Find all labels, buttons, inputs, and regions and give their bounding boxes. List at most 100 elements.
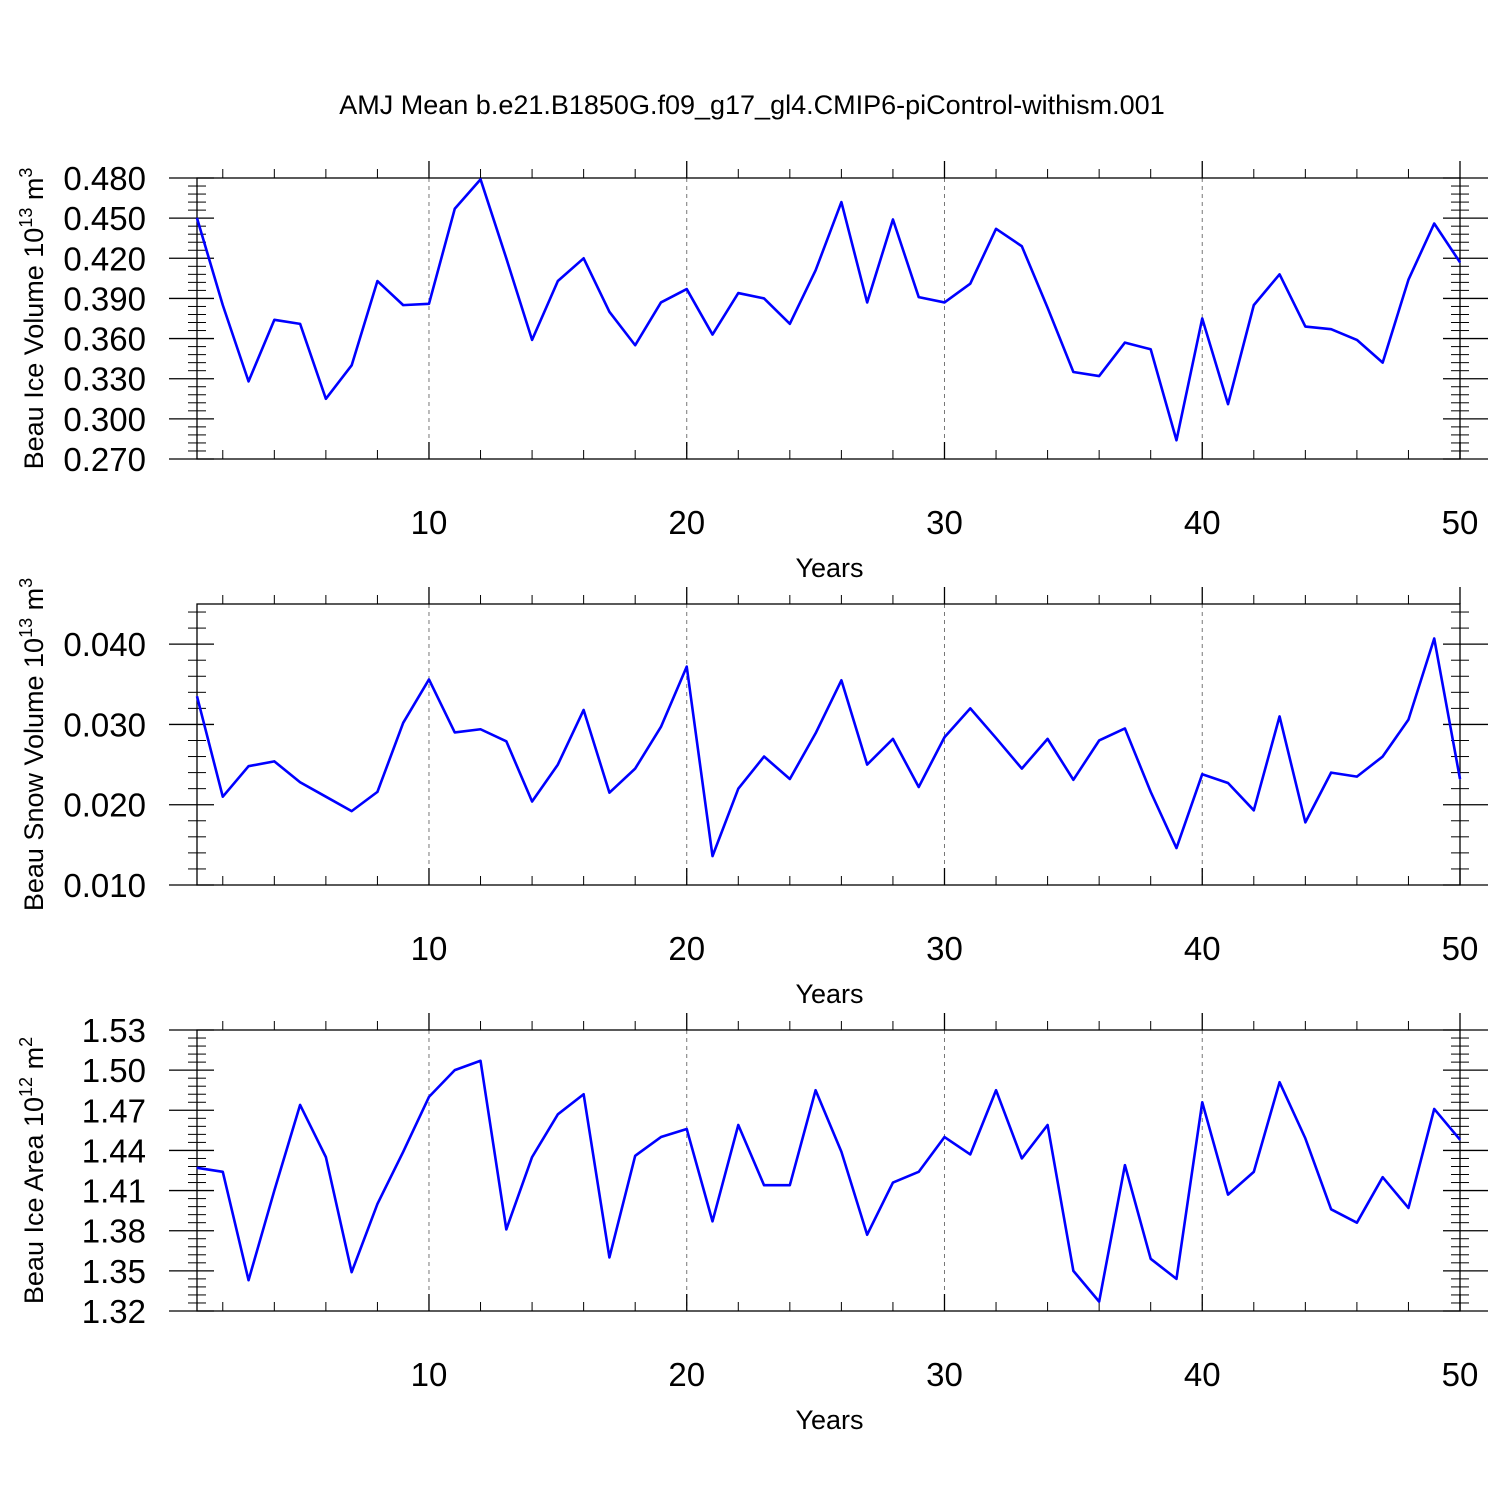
x-tick-label: 30 — [926, 1356, 963, 1393]
data-point — [531, 800, 533, 803]
x-tick-label: 20 — [668, 1356, 705, 1393]
data-point — [1201, 773, 1203, 775]
data-point — [505, 740, 507, 742]
data-point — [1046, 307, 1049, 309]
data-point — [1278, 1081, 1281, 1083]
data-point — [402, 1151, 404, 1153]
y-tick-label: 0.330 — [63, 361, 146, 398]
data-point — [943, 1136, 946, 1138]
data-point — [943, 301, 946, 304]
y-tick-label: 1.44 — [82, 1132, 146, 1169]
data-point — [479, 178, 482, 180]
y-tick-label: 1.35 — [82, 1253, 146, 1290]
series-line — [196, 1059, 1461, 1303]
data-point — [531, 1156, 533, 1158]
data-point — [918, 1171, 920, 1173]
data-point — [1150, 791, 1152, 793]
y-axis-label: Beau Ice Area 1012 m2 — [16, 1037, 49, 1304]
data-point — [247, 380, 250, 382]
x-tick-label: 10 — [411, 1356, 448, 1393]
y-tick-label: 1.38 — [82, 1213, 146, 1250]
y-tick-label: 0.480 — [63, 160, 146, 197]
data-point — [454, 208, 456, 210]
data-point — [1382, 362, 1384, 364]
data-point — [1175, 1278, 1178, 1280]
x-tick-label: 50 — [1442, 504, 1479, 541]
data-point — [1124, 1164, 1126, 1166]
data-point — [969, 283, 971, 285]
data-point — [763, 755, 765, 758]
data-point — [299, 1104, 301, 1106]
y-tick-label: 0.040 — [63, 626, 146, 663]
data-point — [247, 1279, 250, 1281]
data-point — [1227, 782, 1229, 784]
chart-panel-3: 10 20 30 40 50 1.321.351.381.41 1.441.471.501.… — [16, 1012, 1488, 1435]
data-point — [1330, 328, 1332, 330]
y-tick-label: 0.300 — [63, 401, 146, 438]
y-tick-label: 1.32 — [82, 1293, 146, 1330]
data-point — [196, 695, 198, 697]
data-point — [325, 1156, 327, 1158]
data-point — [1072, 779, 1074, 781]
data-point — [583, 1093, 585, 1095]
data-point — [1124, 341, 1126, 344]
data-point — [1459, 778, 1461, 780]
data-point — [325, 398, 327, 400]
data-point — [1046, 738, 1049, 740]
chart-panel-2: 10 20 30 40 50 0.010 0.020 0.030 0.040 Years Beau … — [16, 578, 1488, 1009]
x-tick-label: 30 — [926, 504, 963, 541]
chart-title: AMJ Mean b.e21.B1850G.f09_g17_gl4.CMIP6-… — [339, 90, 1164, 120]
x-tick-label: 40 — [1184, 504, 1221, 541]
data-point — [943, 736, 946, 738]
y-tick-label: 1.47 — [82, 1092, 146, 1129]
data-point — [531, 339, 533, 341]
y-tick-label: 0.270 — [63, 441, 146, 478]
data-point — [299, 781, 301, 783]
data-point — [840, 1151, 842, 1153]
plot-frame — [196, 1029, 1461, 1312]
x-tick-label: 20 — [668, 504, 705, 541]
data-point — [1304, 325, 1306, 328]
data-point — [1304, 1137, 1306, 1139]
y-tick-label: 0.030 — [63, 706, 146, 743]
data-point — [660, 301, 662, 304]
x-tick-label: 30 — [926, 930, 963, 967]
data-point — [376, 1203, 379, 1205]
data-point — [995, 1089, 997, 1091]
y-tick-label: 0.390 — [63, 280, 146, 317]
data-point — [454, 731, 456, 734]
data-point — [763, 1184, 765, 1186]
data-point — [299, 323, 301, 325]
data-point — [737, 1124, 739, 1126]
x-tick-label: 10 — [411, 930, 448, 967]
data-point — [479, 728, 482, 730]
data-point — [789, 778, 791, 780]
data-point — [1304, 821, 1306, 823]
data-point — [557, 1113, 559, 1115]
data-point — [1356, 339, 1358, 341]
data-point — [1382, 755, 1384, 758]
data-point — [737, 292, 739, 294]
x-tick-label: 40 — [1184, 930, 1221, 967]
data-point — [866, 1234, 868, 1236]
data-point — [402, 722, 404, 724]
data-point — [505, 257, 507, 259]
x-tick-label: 50 — [1442, 1356, 1479, 1393]
data-point — [969, 707, 971, 709]
data-point — [737, 788, 739, 790]
data-point — [1407, 719, 1410, 721]
x-tick-label: 40 — [1184, 1356, 1221, 1393]
data-point — [608, 1256, 611, 1259]
data-point — [918, 296, 920, 298]
x-axis-label: Years — [795, 553, 863, 583]
data-point — [995, 737, 997, 739]
y-tick-label: 1.50 — [82, 1052, 146, 1089]
y-tick-label: 1.41 — [82, 1173, 146, 1210]
y-tick-label: 0.020 — [63, 787, 146, 824]
data-point — [1201, 1101, 1203, 1103]
x-axis-label: Years — [795, 1405, 863, 1435]
data-point — [711, 855, 714, 857]
data-point — [1253, 304, 1255, 306]
